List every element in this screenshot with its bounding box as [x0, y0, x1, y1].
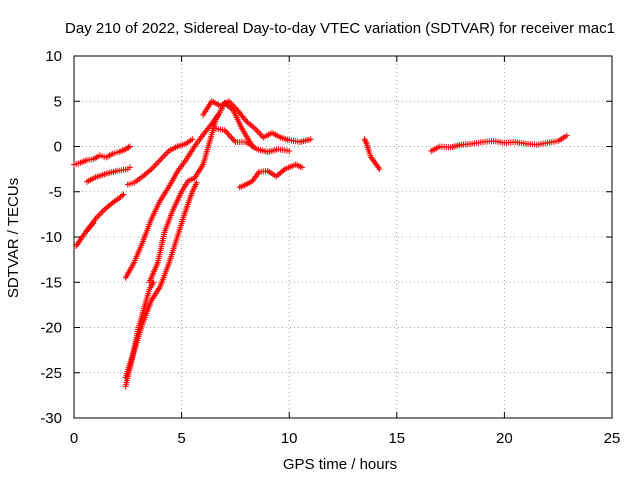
y-tick-labels: -30 -25 -20 -15 -10 -5 0 5 10: [40, 48, 62, 427]
series-track-l: [236, 161, 306, 191]
data-point: [154, 160, 161, 167]
data-point: [126, 143, 133, 150]
data-point: [307, 136, 314, 143]
series-track-h: [122, 179, 200, 381]
data-point: [362, 139, 369, 146]
x-axis-label: GPS time / hours: [283, 456, 397, 473]
data-point: [152, 161, 159, 168]
y-tick-label: 10: [45, 48, 62, 65]
data-point: [151, 163, 158, 170]
data-point: [280, 167, 287, 174]
data-point: [162, 151, 169, 158]
series-track-e: [124, 136, 196, 188]
x-tick-label: 5: [177, 430, 185, 447]
data-point: [120, 191, 127, 198]
y-tick-label: 0: [54, 139, 62, 156]
series-track-d: [83, 164, 133, 185]
y-tick-label: -5: [49, 184, 62, 201]
data-point: [119, 192, 126, 199]
chart-title: Day 210 of 2022, Sidereal Day-to-day VTE…: [65, 20, 615, 37]
series-track-i: [146, 100, 256, 286]
data-point: [158, 155, 165, 162]
data-point: [147, 167, 154, 174]
y-axis-label: SDTVAR / TECUs: [5, 178, 22, 298]
data-point: [250, 124, 257, 131]
data-point: [95, 212, 102, 219]
data-point: [256, 129, 263, 136]
x-tick-label: 15: [388, 430, 405, 447]
x-tick-label: 10: [281, 430, 298, 447]
data-point: [231, 137, 238, 144]
data-point: [159, 154, 166, 161]
series-track-a: [71, 143, 133, 168]
data-point: [225, 131, 232, 138]
data-point: [563, 132, 570, 139]
x-tick-label: 25: [604, 430, 621, 447]
data-points: [71, 98, 570, 390]
series-track-f: [122, 111, 222, 281]
y-tick-label: -30: [40, 410, 62, 427]
data-point: [98, 209, 105, 216]
data-point: [149, 164, 156, 171]
series-track-k: [210, 125, 293, 155]
data-point: [224, 130, 231, 137]
data-point: [93, 214, 100, 221]
grid: [74, 56, 612, 418]
y-tick-label: -10: [40, 229, 62, 246]
x-tick-label: 20: [496, 430, 513, 447]
data-point: [108, 200, 115, 207]
data-point: [228, 134, 235, 141]
data-point: [126, 164, 133, 171]
series-track-n: [428, 132, 570, 155]
data-point: [99, 208, 106, 215]
series-track-m: [361, 136, 383, 173]
data-point: [229, 136, 236, 143]
data-point: [155, 158, 162, 165]
data-point: [227, 99, 234, 106]
y-tick-label: 5: [54, 93, 62, 110]
data-point: [189, 136, 196, 143]
data-point: [227, 133, 234, 140]
y-tick-label: -25: [40, 365, 62, 382]
data-point: [96, 211, 103, 218]
data-point: [161, 152, 168, 159]
y-tick-label: -20: [40, 320, 62, 337]
data-point: [286, 148, 293, 155]
data-point: [254, 128, 261, 135]
series-track-c: [83, 191, 127, 234]
axis-ticks: [73, 55, 613, 419]
data-point: [376, 166, 383, 173]
data-point: [193, 179, 200, 186]
series-track-j: [200, 98, 314, 145]
data-point: [222, 128, 229, 135]
data-point: [253, 126, 260, 133]
data-point: [157, 157, 164, 164]
x-tick-label: 0: [70, 430, 78, 447]
data-point: [125, 144, 132, 151]
y-tick-label: -15: [40, 274, 62, 291]
data-point: [221, 127, 228, 134]
x-tick-labels: 0 5 10 15 20 25: [70, 430, 621, 447]
data-point: [299, 164, 306, 171]
